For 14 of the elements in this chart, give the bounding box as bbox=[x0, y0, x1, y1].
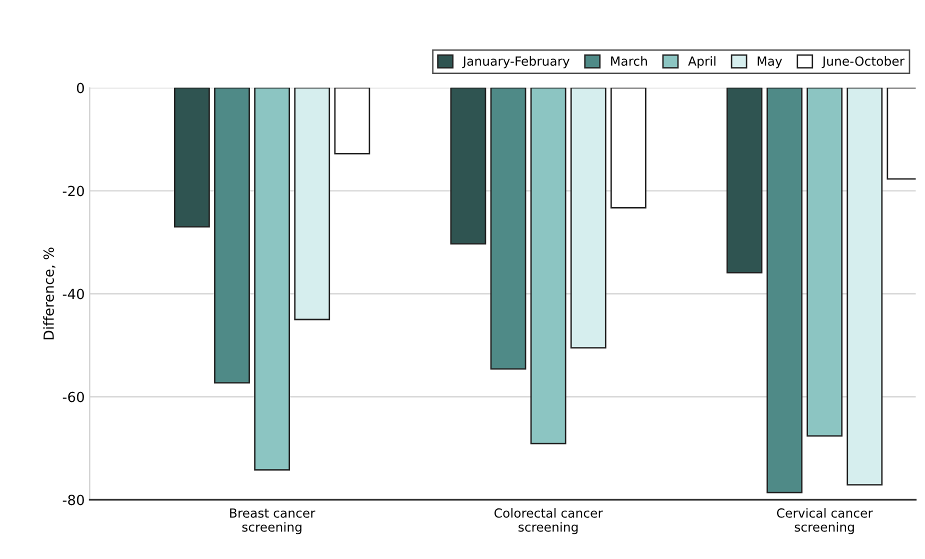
y-tick-label: -60 bbox=[62, 392, 84, 402]
legend-label: April bbox=[688, 56, 716, 68]
y-axis-title: Difference, % bbox=[43, 248, 56, 340]
legend-label: May bbox=[758, 56, 782, 68]
y-tick-label: 0 bbox=[76, 82, 84, 94]
x-tick-label: Cervical cancer screening bbox=[777, 508, 873, 534]
legend-label: March bbox=[611, 56, 647, 66]
x-tick-label: Colorectal cancer screening bbox=[494, 508, 603, 534]
y-tick-label: -40 bbox=[62, 288, 84, 300]
y-tick-label: -20 bbox=[62, 186, 84, 196]
y-tick-label: -80 bbox=[62, 494, 84, 506]
legend-label: June-October bbox=[822, 56, 904, 68]
x-tick-label: Breast cancer screening bbox=[230, 508, 316, 534]
legend-label: January-February bbox=[462, 56, 570, 68]
